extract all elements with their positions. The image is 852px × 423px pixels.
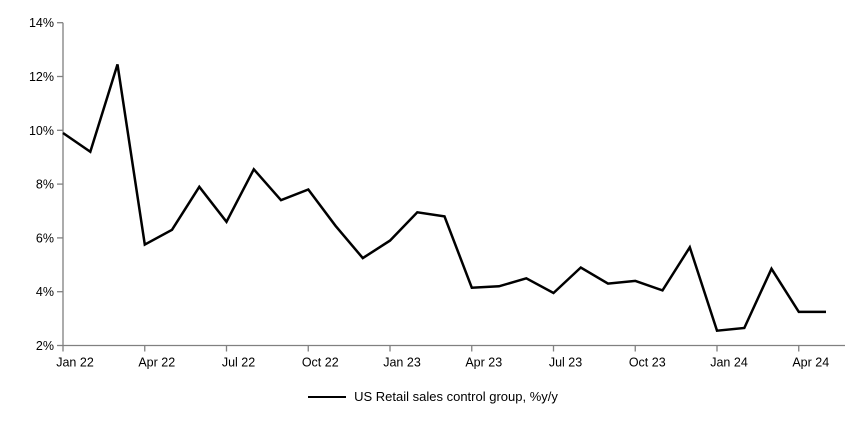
y-tick-label: 6%	[36, 231, 54, 245]
y-tick-label: 10%	[29, 124, 54, 138]
x-tick-label: Jul 22	[222, 356, 255, 370]
x-tick-label: Apr 24	[792, 356, 829, 370]
x-tick-label: Apr 22	[138, 356, 175, 370]
x-tick-label: Jan 23	[383, 356, 421, 370]
y-tick-label: 14%	[29, 16, 54, 30]
data-series	[62, 64, 826, 333]
x-tick-label: Oct 22	[302, 356, 339, 370]
data-line-us-retail-control-group	[62, 64, 826, 333]
x-tick-label: Oct 23	[629, 356, 666, 370]
x-axis: Jan 22 Apr 22 Jul 22 Oct 22 Jan 23 Apr 23 Jul …	[56, 344, 845, 370]
x-tick-label: Jul 23	[549, 356, 582, 370]
x-tick-label: Jan 22	[56, 356, 94, 370]
x-tick-label: Apr 23	[465, 356, 502, 370]
y-tick-label: 8%	[36, 178, 54, 192]
y-tick-label: 12%	[29, 70, 54, 84]
y-axis: 2% 4% 6% 8% 10% 12% 14%	[29, 16, 64, 353]
y-tick-label: 4%	[36, 285, 54, 299]
y-tick-label: 2%	[36, 339, 54, 353]
x-tick-label: Jan 24	[710, 356, 748, 370]
